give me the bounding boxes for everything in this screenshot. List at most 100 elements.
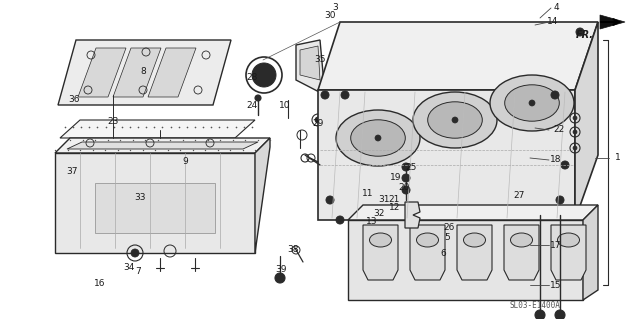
Polygon shape (55, 153, 255, 253)
Text: 23: 23 (108, 117, 118, 127)
Polygon shape (457, 225, 492, 280)
Text: 11: 11 (362, 189, 374, 197)
Polygon shape (255, 138, 270, 253)
Text: 21: 21 (388, 196, 400, 204)
Text: 12: 12 (389, 204, 401, 212)
Ellipse shape (463, 233, 486, 247)
Polygon shape (113, 48, 161, 97)
Circle shape (402, 163, 410, 171)
Text: 4: 4 (553, 4, 559, 12)
Text: 6: 6 (440, 249, 446, 257)
Polygon shape (575, 22, 598, 220)
Circle shape (402, 174, 410, 182)
Circle shape (561, 161, 569, 169)
Circle shape (452, 117, 458, 123)
Ellipse shape (557, 233, 579, 247)
Circle shape (275, 273, 285, 283)
Text: 8: 8 (140, 68, 146, 77)
Text: 24: 24 (246, 100, 258, 109)
Ellipse shape (336, 110, 420, 166)
Circle shape (573, 146, 577, 150)
Circle shape (252, 63, 276, 87)
Circle shape (576, 28, 584, 36)
Text: 25: 25 (405, 162, 417, 172)
Text: 33: 33 (134, 192, 146, 202)
Text: 22: 22 (554, 125, 564, 135)
Ellipse shape (505, 85, 559, 121)
Polygon shape (318, 22, 598, 90)
Text: 3: 3 (332, 4, 338, 12)
Polygon shape (405, 202, 420, 228)
Polygon shape (296, 40, 325, 95)
Polygon shape (504, 225, 539, 280)
Text: 15: 15 (550, 280, 562, 290)
Text: SL03-E1400A: SL03-E1400A (509, 300, 561, 309)
Circle shape (556, 196, 564, 204)
Polygon shape (58, 40, 231, 105)
Text: FR.: FR. (576, 30, 594, 40)
Text: 9: 9 (182, 158, 188, 167)
Ellipse shape (417, 233, 438, 247)
Polygon shape (360, 220, 385, 250)
Text: 18: 18 (550, 155, 562, 165)
Text: 16: 16 (94, 278, 106, 287)
Text: 37: 37 (67, 167, 77, 176)
Circle shape (402, 186, 410, 194)
Text: 27: 27 (513, 190, 525, 199)
Circle shape (255, 95, 261, 101)
Circle shape (535, 310, 545, 319)
Text: 34: 34 (124, 263, 134, 272)
Text: 14: 14 (547, 18, 559, 26)
Text: 30: 30 (324, 11, 336, 20)
Bar (380, 200, 402, 218)
Text: 10: 10 (279, 100, 291, 109)
Ellipse shape (413, 92, 497, 148)
Circle shape (573, 116, 577, 120)
Circle shape (131, 249, 139, 257)
Circle shape (341, 91, 349, 99)
Ellipse shape (490, 75, 574, 131)
Circle shape (315, 117, 321, 123)
Ellipse shape (428, 102, 483, 138)
Text: 7: 7 (135, 268, 141, 277)
Text: 13: 13 (366, 218, 378, 226)
Text: 20: 20 (398, 183, 410, 192)
Polygon shape (551, 225, 586, 280)
Polygon shape (363, 225, 398, 280)
Text: 39: 39 (275, 265, 287, 275)
Text: 19: 19 (390, 174, 402, 182)
Ellipse shape (369, 233, 392, 247)
Text: 1: 1 (615, 153, 621, 162)
Ellipse shape (511, 233, 532, 247)
Text: 38: 38 (287, 244, 299, 254)
Text: 17: 17 (550, 241, 562, 249)
Circle shape (573, 130, 577, 134)
Polygon shape (600, 15, 625, 29)
Circle shape (321, 91, 329, 99)
Polygon shape (300, 46, 320, 80)
Polygon shape (583, 205, 598, 300)
Text: 29: 29 (312, 118, 324, 128)
Ellipse shape (351, 120, 405, 156)
Polygon shape (318, 90, 575, 220)
Polygon shape (67, 142, 258, 149)
Text: 26: 26 (444, 224, 454, 233)
Circle shape (375, 135, 381, 141)
Circle shape (326, 196, 334, 204)
Text: 31: 31 (378, 196, 390, 204)
Circle shape (336, 216, 344, 224)
Polygon shape (60, 120, 255, 138)
Polygon shape (410, 225, 445, 280)
Polygon shape (95, 183, 215, 233)
Polygon shape (348, 220, 583, 300)
Text: 5: 5 (444, 234, 450, 242)
Polygon shape (78, 48, 126, 97)
Text: 35: 35 (314, 56, 326, 64)
Text: 28: 28 (246, 73, 258, 83)
Circle shape (555, 310, 565, 319)
Text: 36: 36 (68, 95, 80, 105)
Bar (358, 188, 388, 210)
Circle shape (551, 91, 559, 99)
Circle shape (529, 100, 535, 106)
Polygon shape (55, 138, 270, 153)
